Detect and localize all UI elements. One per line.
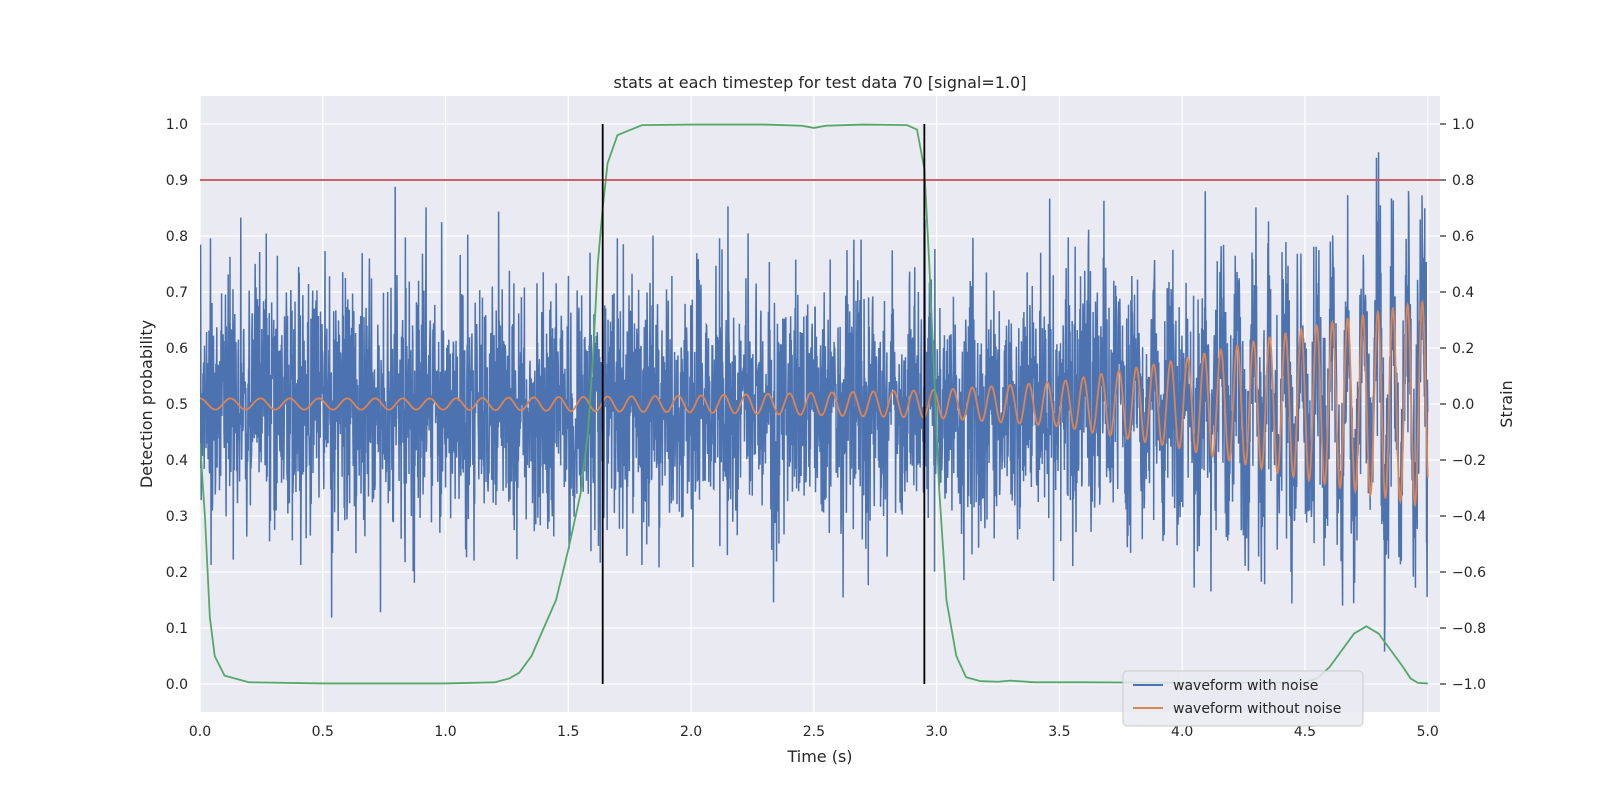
left-tick-label: 0.7 — [166, 285, 188, 301]
right-tick-label: −1.0 — [1452, 677, 1486, 693]
x-tick-label: 0.5 — [312, 724, 334, 740]
right-tick-label: −0.6 — [1452, 565, 1486, 581]
right-tick-label: 1.0 — [1452, 117, 1474, 133]
right-tick-label: −0.4 — [1452, 509, 1486, 525]
left-tick-label: 0.2 — [166, 565, 188, 581]
detection-probability-line — [200, 123, 1428, 685]
right-tick-label: 0.8 — [1452, 173, 1474, 189]
left-axis-label: Detection probability — [137, 320, 156, 488]
right-tick-label: −0.8 — [1452, 621, 1486, 637]
left-tick-label: 1.0 — [166, 117, 188, 133]
plot-area — [200, 123, 1440, 685]
right-tick-label: 0.2 — [1452, 341, 1474, 357]
x-tick-label: 1.5 — [557, 724, 579, 740]
legend-label-noise: waveform with noise — [1173, 678, 1318, 694]
chart-title: stats at each timestep for test data 70 … — [614, 73, 1027, 92]
x-axis-ticks: 0.0 0.5 1.0 1.5 2.0 2.5 3.0 3.5 4.0 4.5 5.0 — [189, 724, 1439, 740]
right-tick-label: 0.6 — [1452, 229, 1474, 245]
right-tick-label: 0.0 — [1452, 397, 1474, 413]
legend: waveform with noise waveform without noi… — [1122, 670, 1364, 727]
legend-box — [1122, 670, 1364, 727]
x-tick-label: 5.0 — [1417, 724, 1439, 740]
right-axis-ticks: −1.0 −0.8 −0.6 −0.4 −0.2 0.0 0.2 0.4 0.6 0.8 1.0 — [1440, 117, 1486, 693]
x-axis-label: Time (s) — [786, 747, 852, 766]
right-tick-label: 0.4 — [1452, 285, 1474, 301]
x-tick-label: 3.5 — [1048, 724, 1070, 740]
legend-label-clean: waveform without noise — [1173, 701, 1341, 717]
right-tick-label: −0.2 — [1452, 453, 1486, 469]
noisy-waveform-line — [200, 152, 1429, 652]
left-tick-label: 0.1 — [166, 621, 188, 637]
x-tick-label: 2.5 — [803, 724, 825, 740]
right-axis-label: Strain — [1497, 380, 1516, 427]
left-tick-label: 0.5 — [166, 397, 188, 413]
x-tick-label: 4.0 — [1171, 724, 1193, 740]
left-axis-ticks: 0.0 0.1 0.2 0.3 0.4 0.5 0.6 0.7 0.8 0.9 1.0 — [166, 117, 188, 693]
left-tick-label: 0.9 — [166, 173, 188, 189]
left-tick-label: 0.6 — [166, 341, 188, 357]
left-tick-label: 0.4 — [166, 453, 188, 469]
x-tick-label: 2.0 — [680, 724, 702, 740]
x-tick-label: 4.5 — [1294, 724, 1316, 740]
left-tick-label: 0.3 — [166, 509, 188, 525]
left-tick-label: 0.0 — [166, 677, 188, 693]
clean-waveform-line — [200, 299, 1429, 508]
x-tick-label: 3.0 — [926, 724, 948, 740]
left-tick-label: 0.8 — [166, 229, 188, 245]
x-tick-label: 1.0 — [434, 724, 456, 740]
x-tick-label: 0.0 — [189, 724, 211, 740]
